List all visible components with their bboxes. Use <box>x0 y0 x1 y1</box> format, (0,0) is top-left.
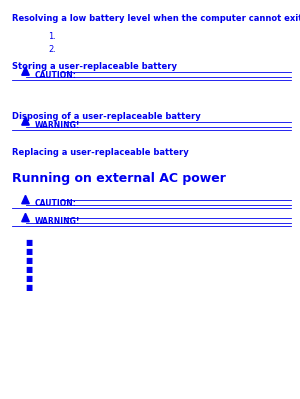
Text: Resolving a low battery level when the computer cannot exit Hibernation: Resolving a low battery level when the c… <box>12 14 300 23</box>
Polygon shape <box>22 117 29 125</box>
Text: WARNING!: WARNING! <box>34 217 80 227</box>
Text: 1.: 1. <box>48 32 56 41</box>
Polygon shape <box>22 196 29 204</box>
Text: Storing a user-replaceable battery: Storing a user-replaceable battery <box>12 62 177 71</box>
Text: ■: ■ <box>26 238 33 247</box>
Text: Disposing of a user-replaceable battery: Disposing of a user-replaceable battery <box>12 112 201 121</box>
Text: ■: ■ <box>26 256 33 265</box>
Text: ■: ■ <box>26 274 33 283</box>
Text: 2.: 2. <box>48 45 56 54</box>
Text: ■: ■ <box>26 247 33 257</box>
Text: Running on external AC power: Running on external AC power <box>12 172 226 185</box>
Polygon shape <box>22 67 29 75</box>
Polygon shape <box>22 213 29 222</box>
Text: CAUTION:: CAUTION: <box>34 71 76 80</box>
Text: ■: ■ <box>26 265 33 275</box>
Text: ■: ■ <box>26 283 33 292</box>
Text: WARNING!: WARNING! <box>34 121 80 130</box>
Text: CAUTION:: CAUTION: <box>34 200 76 209</box>
Text: Replacing a user-replaceable battery: Replacing a user-replaceable battery <box>12 148 189 158</box>
